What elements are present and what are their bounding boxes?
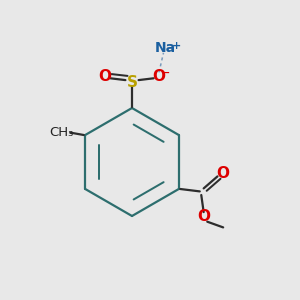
Text: −: − [161,68,170,78]
Text: +: + [172,40,181,51]
Text: O: O [98,69,112,84]
Text: O: O [216,166,229,181]
Text: O: O [152,69,166,84]
Text: S: S [127,75,137,90]
Text: CH₃: CH₃ [49,126,74,139]
Text: O: O [197,209,210,224]
Text: Na: Na [154,41,176,55]
